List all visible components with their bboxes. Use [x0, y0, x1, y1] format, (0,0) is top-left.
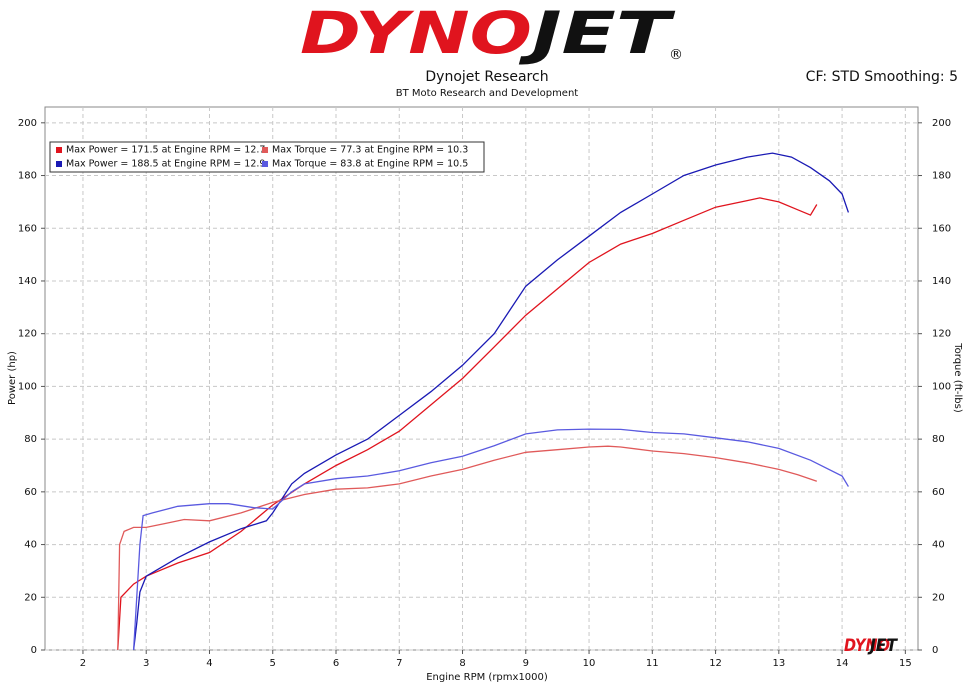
series-line	[132, 428, 849, 651]
y2-tick-label: 200	[932, 118, 951, 129]
legend-label: Max Power = 171.5 at Engine RPM = 12.7	[66, 145, 265, 156]
watermark-right: JET	[867, 636, 898, 656]
y2-tick-label: 60	[932, 487, 945, 498]
series-line	[132, 152, 850, 651]
logo-left: DYNO	[300, 0, 532, 67]
y2-tick-label: 80	[932, 434, 945, 445]
y-tick-label: 60	[24, 487, 37, 498]
x-tick-label: 6	[333, 658, 339, 669]
legend-swatch	[56, 161, 62, 167]
y2-tick-label: 20	[932, 592, 945, 603]
x-tick-label: 5	[270, 658, 276, 669]
legend: Max Power = 171.5 at Engine RPM = 12.7 Ma…	[49, 141, 485, 173]
y-axis-label: Power (hp)	[7, 351, 18, 405]
legend-label: Max Torque = 83.8 at Engine RPM = 10.5	[272, 159, 468, 170]
y2-axis-label: Torque (ft-lbs)	[952, 342, 963, 413]
series-line	[117, 197, 818, 651]
y-tick-label: 20	[24, 592, 37, 603]
series-line	[117, 445, 818, 651]
x-tick-label: 2	[80, 658, 86, 669]
plot-background	[44, 106, 919, 651]
watermark-left: DYNO	[844, 636, 890, 656]
y-tick-label: 40	[24, 540, 37, 551]
x-tick-label: 9	[523, 658, 529, 669]
y2-tick-label: 160	[932, 223, 951, 234]
x-tick-label: 15	[899, 658, 912, 669]
y-tick-label: 80	[24, 434, 37, 445]
chart-subtitle: BT Moto Research and Development	[396, 88, 579, 99]
x-tick-label: 11	[646, 658, 659, 669]
y2-tick-label: 40	[932, 540, 945, 551]
legend-swatch	[262, 147, 268, 153]
y2-tick-label: 140	[932, 276, 951, 287]
x-tick-label: 10	[583, 658, 596, 669]
logo-registered: ®	[669, 47, 683, 63]
legend-label: Max Torque = 77.3 at Engine RPM = 10.3	[272, 145, 468, 156]
legend-swatch	[262, 161, 268, 167]
y2-tick-label: 100	[932, 381, 951, 392]
x-tick-label: 4	[206, 658, 212, 669]
logo-right: JET	[518, 0, 676, 67]
y-tick-label: 100	[18, 381, 37, 392]
y2-tick-label: 120	[932, 329, 951, 340]
y-tick-label: 180	[18, 171, 37, 182]
x-tick-label: 14	[836, 658, 849, 669]
y-tick-label: 200	[18, 118, 37, 129]
x-tick-label: 8	[459, 658, 465, 669]
chart-title: Dynojet Research	[425, 69, 548, 85]
x-tick-label: 13	[772, 658, 785, 669]
y-tick-label: 160	[18, 223, 37, 234]
x-tick-label: 12	[709, 658, 722, 669]
annotation: CF: STD Smoothing: 5	[806, 69, 958, 85]
y-tick-label: 120	[18, 329, 37, 340]
y2-tick-label: 180	[932, 171, 951, 182]
x-tick-label: 3	[143, 658, 149, 669]
y-tick-label: 140	[18, 276, 37, 287]
x-tick-label: 7	[396, 658, 402, 669]
x-axis-label: Engine RPM (rpmx1000)	[426, 672, 548, 683]
y-tick-label: 0	[31, 645, 37, 656]
legend-label: Max Power = 188.5 at Engine RPM = 12.9	[66, 159, 265, 170]
legend-swatch	[56, 147, 62, 153]
y2-tick-label: 0	[932, 645, 938, 656]
